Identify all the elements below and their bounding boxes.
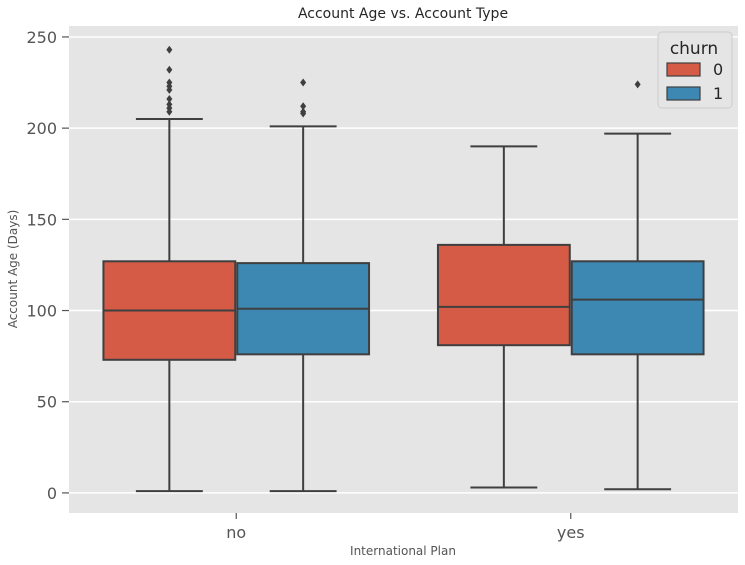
outlier-point: [300, 102, 307, 111]
iqr-box: [436, 243, 571, 347]
legend: churn 01: [657, 31, 733, 109]
legend-items: 01: [666, 60, 723, 103]
outlier-point: [166, 94, 173, 103]
legend-label-churn-1: 1: [713, 84, 723, 103]
box-yes-churn-0: [436, 145, 571, 489]
iqr-box: [570, 260, 705, 356]
outlier-point: [166, 45, 173, 54]
box-no-churn-0: [102, 45, 237, 493]
y-axis-label: Account Age (Days): [6, 210, 20, 329]
y-tick-label: 250: [26, 28, 57, 47]
box-no-churn-1: [236, 78, 371, 493]
y-tick-label: 100: [26, 302, 57, 321]
box-yes-churn-1: [570, 80, 705, 491]
box-series: [102, 45, 705, 493]
y-tick-label: 0: [47, 484, 57, 503]
outlier-point: [634, 80, 641, 89]
chart-title: Account Age vs. Account Type: [298, 6, 508, 22]
outlier-point: [300, 78, 307, 87]
outlier-point: [166, 100, 173, 109]
legend-title: churn: [670, 39, 718, 59]
legend-swatch-churn-1: [666, 86, 701, 101]
y-tick-label: 150: [26, 210, 57, 229]
legend-swatch-churn-0: [666, 62, 701, 77]
y-tick-label: 200: [26, 119, 57, 138]
x-axis-label: International Plan: [350, 544, 456, 558]
outlier-point: [300, 107, 307, 116]
x-axis-ticks: no yes: [226, 513, 585, 542]
x-tick-label: no: [226, 523, 246, 542]
y-axis-ticks: 0 50 100 150 200 250: [26, 28, 69, 503]
outlier-point: [166, 78, 173, 87]
outlier-point: [166, 65, 173, 74]
legend-label-churn-0: 0: [713, 60, 723, 79]
x-tick-label: yes: [557, 523, 585, 542]
y-tick-label: 50: [37, 393, 57, 412]
